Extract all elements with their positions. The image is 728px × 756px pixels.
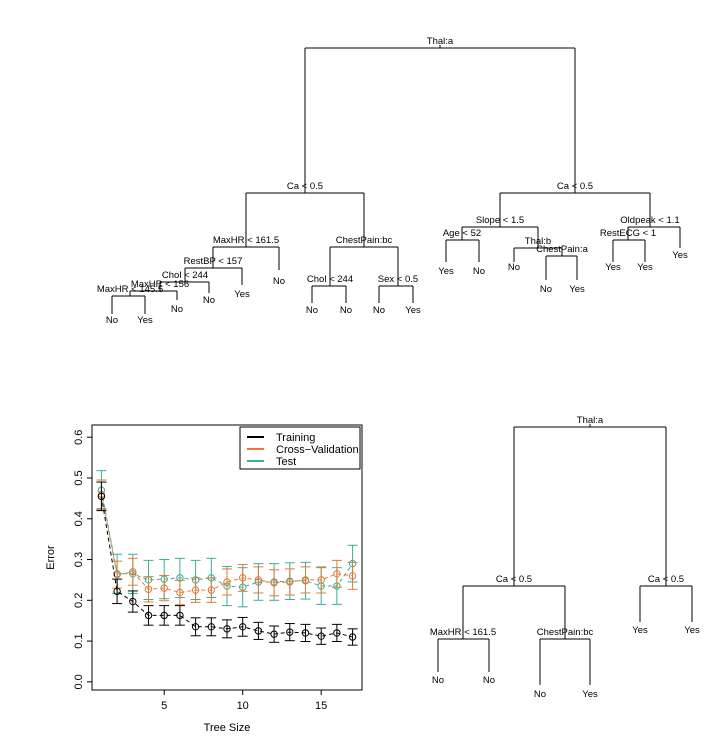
data-point [286,628,294,636]
data-point [286,578,294,586]
data-point [254,576,263,584]
leaf-label: No [483,675,495,686]
leaf-label: No [373,305,385,316]
split-label: MaxHR < 161.5 [213,235,279,246]
leaf-label: No [473,266,485,277]
split-label: Slope < 1.5 [476,215,524,226]
leaf-label: No [508,262,520,273]
data-point [223,625,231,633]
leaf-label: Yes [632,625,648,636]
x-tick-label: 10 [237,700,249,712]
leaf-label: No [432,675,444,686]
full-tree: Thal:a Ca < 0.5 Ca < 0.5 MaxHR < 161.5 Chest… [97,36,688,326]
split-label: Thal:a [427,36,454,47]
data-point [238,623,247,631]
data-point [129,597,137,606]
data-point [317,632,325,640]
split-label: Ca < 0.5 [648,574,684,585]
x-tick-label: 15 [315,700,327,712]
data-point [254,627,263,635]
data-point [207,586,216,594]
split-label: ChestPain:bc [537,627,594,638]
data-point [144,611,153,620]
data-point [238,574,247,582]
y-tick-label: 0.4 [73,511,85,526]
leaf-label: Yes [234,289,250,300]
split-label: Age < 52 [443,228,481,239]
leaf-label: No [171,304,183,315]
y-axis-label: Error [45,545,57,570]
legend-label: Training [276,432,315,444]
data-point [348,572,357,580]
split-label: Ca < 0.5 [557,181,593,192]
data-point [333,570,341,578]
data-point [270,630,278,638]
leaf-label: Yes [672,250,688,261]
data-point [144,585,153,593]
x-axis-label: Tree Size [204,722,251,734]
leaf-label: Yes [438,266,454,277]
split-label: Oldpeak < 1.1 [620,215,679,226]
plot-frame [91,424,363,691]
split-label: Thal:b [525,236,551,247]
leaf-label: Yes [405,305,421,316]
data-point [348,633,357,641]
legend-label: Test [276,456,296,468]
data-point [129,568,137,576]
data-point [160,584,168,592]
data-point [207,623,216,631]
pruned-tree: Thal:a Ca < 0.5 Ca < 0.5 MaxHR < 161.5 Chest… [430,415,700,700]
leaf-label: No [540,284,552,295]
legend-label: Cross−Validation [276,444,359,456]
split-label: MaxHR < 156 [131,279,189,290]
leaf-label: No [273,276,285,287]
leaf-label: Yes [605,262,621,273]
y-tick-label: 0.6 [73,430,85,445]
data-point [317,576,325,584]
data-point [160,611,168,620]
split-label: MaxHR < 161.5 [430,627,496,638]
leaf-label: Yes [137,315,153,326]
data-point [191,623,200,631]
cv-error-plot: 0.0 0.1 0.2 0.3 0.4 0.5 0.6 5 10 15 Tree Size Error… [45,424,363,734]
y-tick-label: 0.3 [73,552,85,567]
data-point [176,611,184,620]
split-label: Thal:a [577,415,604,426]
split-label: Chol < 244 [162,270,208,281]
leaf-label: Yes [637,262,653,273]
split-label: Ca < 0.5 [496,574,532,585]
x-tick-label: 5 [161,700,167,712]
data-point [270,579,278,587]
leaf-label: Yes [582,689,598,700]
leaf-label: No [106,315,118,326]
data-point [301,576,310,584]
leaf-label: No [306,305,318,316]
split-label: ChestPain:a [536,244,588,255]
leaf-label: Yes [684,625,700,636]
data-point [333,629,341,637]
split-label: ChestPain:bc [336,235,393,246]
leaf-label: No [203,295,215,306]
y-tick-label: 0.5 [73,470,85,485]
y-tick-label: 0.2 [73,593,85,608]
y-tick-label: 0.1 [73,633,85,648]
data-point [176,588,184,597]
data-point [113,587,121,596]
data-point [223,578,231,586]
leaf-label: No [340,305,352,316]
data-point [191,586,200,594]
leaf-label: Yes [569,284,585,295]
split-label: RestBP < 157 [184,256,243,267]
split-label: RestECG < 1 [600,228,656,239]
series-line-1 [100,494,353,594]
data-point [97,492,106,501]
leaf-label: No [534,689,546,700]
y-tick-label: 0.0 [73,674,85,689]
data-point [301,629,310,637]
split-label: MaxHR < 145.5 [97,284,163,295]
split-label: Ca < 0.5 [287,181,323,192]
split-label: Chol < 244 [307,274,353,285]
split-label: Sex < 0.5 [378,274,418,285]
